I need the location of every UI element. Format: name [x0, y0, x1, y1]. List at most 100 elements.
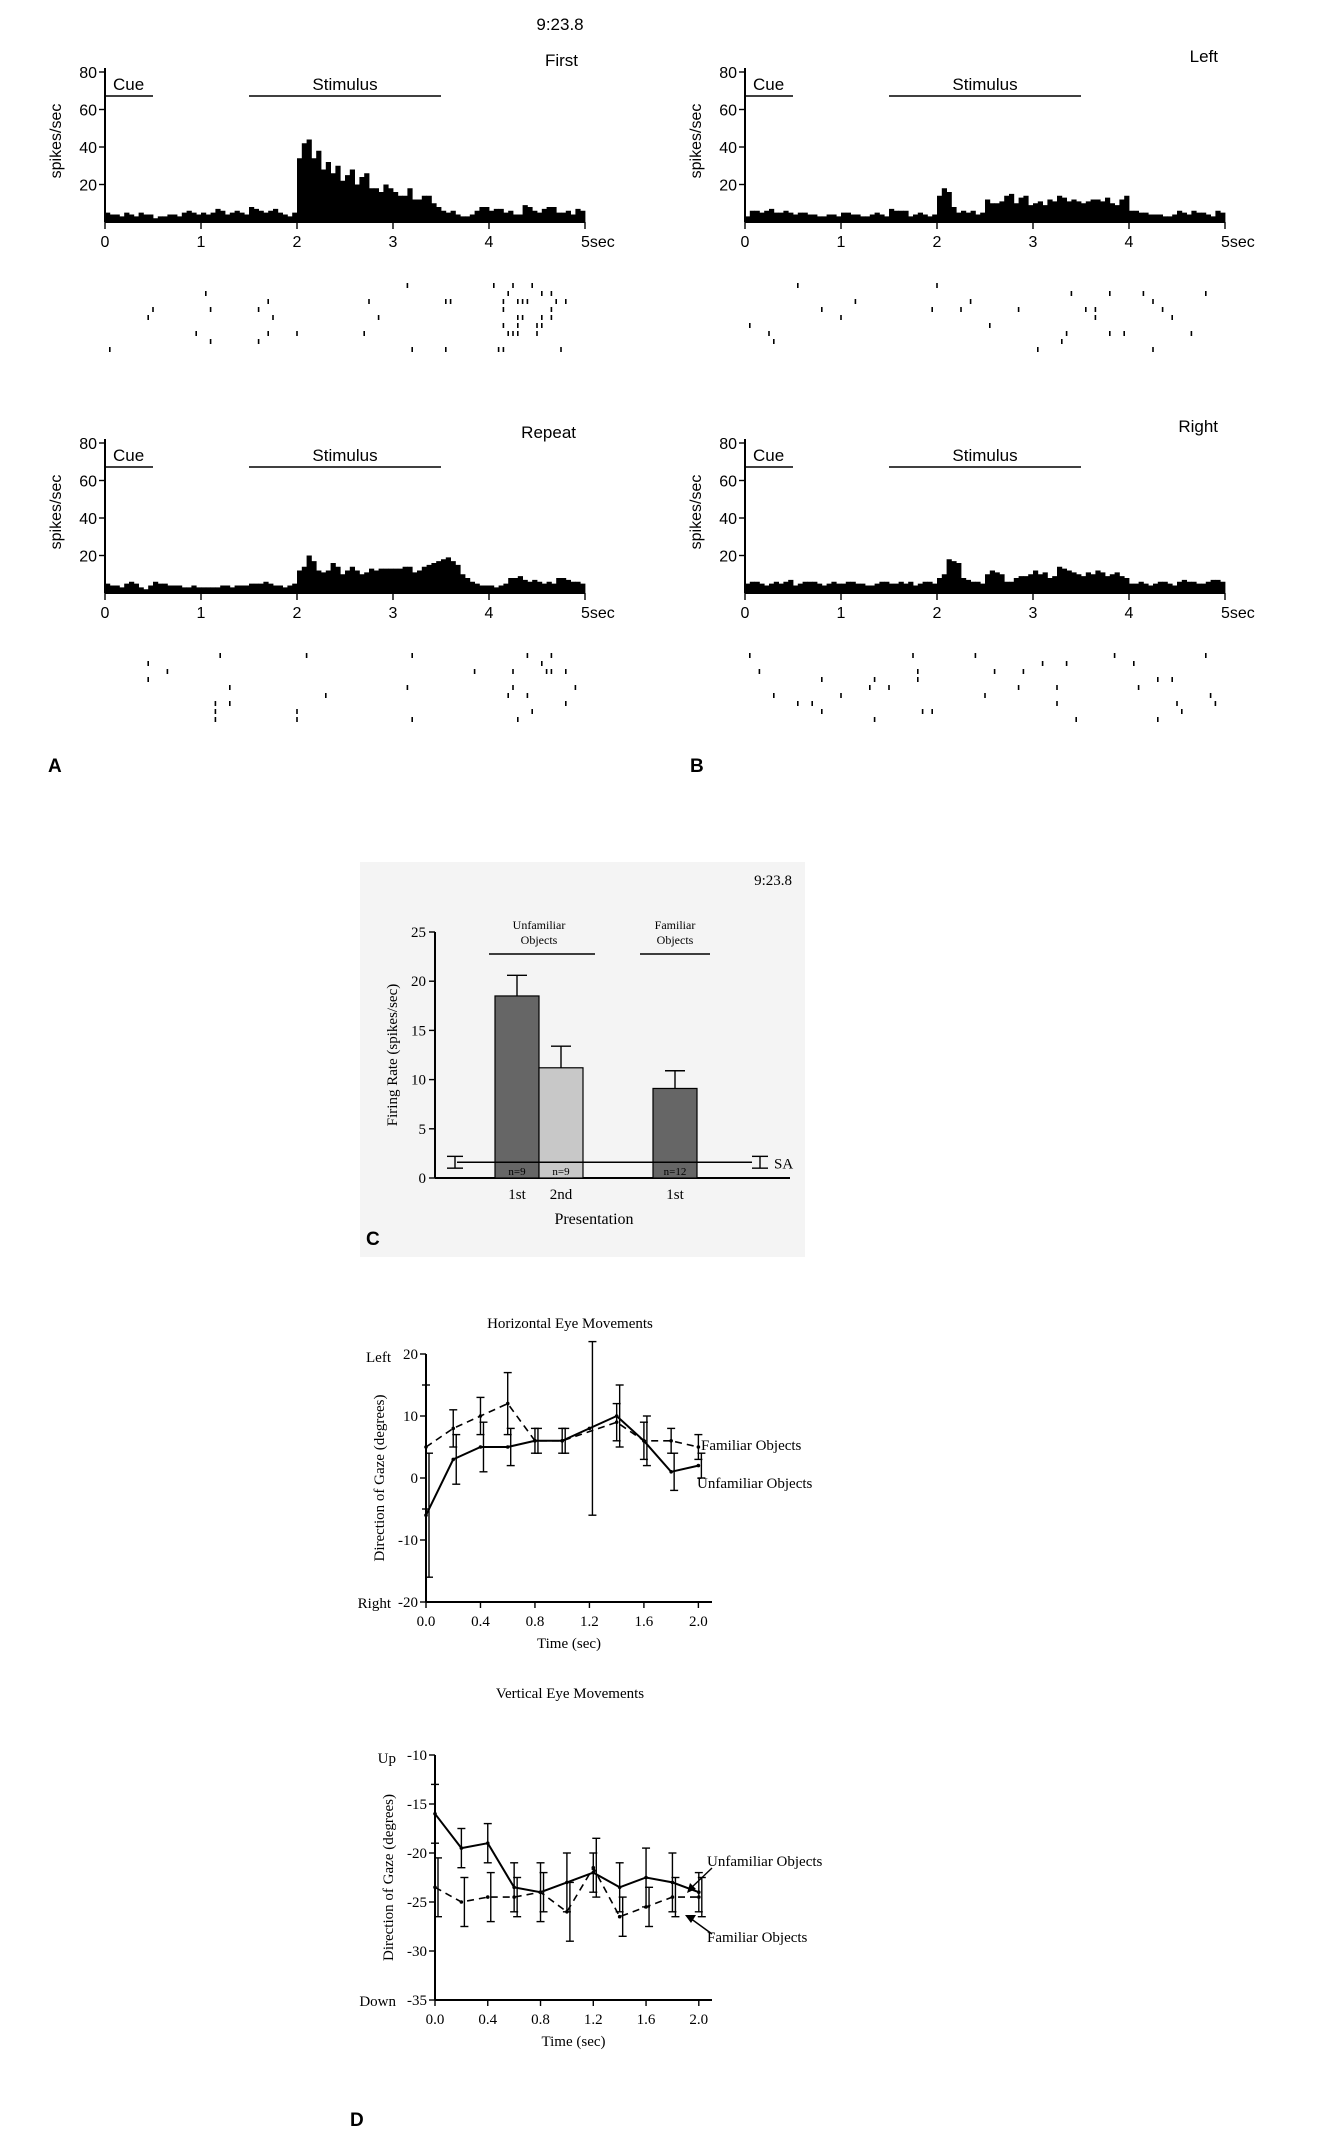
psth-bar [1215, 579, 1221, 594]
x-tick-label: 0 [741, 605, 750, 622]
data-point [533, 1439, 537, 1443]
psth-bar [297, 158, 303, 222]
psth-bar [754, 581, 760, 593]
psth-bar [225, 214, 231, 222]
psth-bar [937, 578, 943, 593]
x-tick-label: 0.0 [426, 2012, 445, 2028]
psth-bar [215, 587, 221, 594]
label-arrow [689, 1867, 713, 1890]
epoch-label: Cue [113, 75, 144, 94]
x-tick-label: 0 [101, 234, 110, 251]
psth-bar [874, 212, 880, 223]
psth-bar [129, 214, 135, 222]
y-tick-label: -25 [407, 1895, 427, 1911]
psth-bar [1172, 214, 1178, 222]
psth-bar [754, 210, 760, 222]
psth-bar [956, 212, 962, 223]
psth-bar [249, 207, 255, 222]
x-tick-label: 2.0 [689, 2012, 708, 2028]
psth-bar [1004, 581, 1010, 593]
psth-bar [489, 585, 495, 593]
psth-bar [903, 210, 909, 222]
psth-bar [1162, 216, 1168, 223]
psth-bar [1085, 572, 1091, 594]
psth-bar [1177, 210, 1183, 222]
x-tick-label: 4 [485, 234, 494, 251]
y-tick-label: 80 [79, 436, 97, 453]
psth-bar [570, 581, 576, 593]
psth-bar [1013, 203, 1019, 222]
psth-bar [551, 583, 557, 594]
psth-bar [565, 579, 571, 594]
psth-bar [1071, 572, 1077, 594]
psth-bar [937, 195, 943, 222]
psth-bar [759, 583, 765, 594]
psth-bar [253, 208, 259, 223]
psth-bar [412, 572, 418, 594]
psth-bar [1081, 576, 1087, 594]
psth-bar [508, 210, 514, 222]
psth-bar [335, 165, 341, 222]
psth-bar [1157, 581, 1163, 593]
psth-bar [479, 207, 485, 222]
psth-bar [917, 212, 923, 223]
psth-bar [359, 177, 365, 222]
psth-bar [817, 583, 823, 594]
psth-bar [1081, 203, 1087, 222]
y-tick-label: 0 [411, 1471, 419, 1487]
x-axis-label: Time (sec) [541, 2034, 605, 2050]
psth-bar [769, 208, 775, 223]
psth-bar [1201, 212, 1207, 223]
psth-bar [773, 581, 779, 593]
psth-bar [961, 578, 967, 593]
psth-bar [292, 583, 298, 594]
psth-bar [961, 210, 967, 222]
category-label: 1st [666, 1187, 684, 1203]
psth-bar [580, 210, 586, 222]
psth-bar [764, 585, 770, 593]
psth-bar [133, 216, 139, 223]
psth-bar [807, 581, 813, 593]
psth-bar [1105, 576, 1111, 594]
psth-bar [1061, 568, 1067, 594]
psth-bar [287, 216, 293, 223]
psth-bar [932, 583, 938, 594]
psth-bar [1157, 214, 1163, 222]
psth-bar [436, 561, 442, 594]
psth-bar [893, 210, 899, 222]
panel-background [360, 862, 805, 1257]
psth-bar [253, 583, 259, 594]
psth-bar [1047, 199, 1053, 222]
y-tick-label: -20 [407, 1846, 427, 1862]
psth-bar [845, 581, 851, 593]
psth-bar [493, 208, 499, 223]
data-point [614, 1414, 619, 1418]
psth-bar [1220, 212, 1226, 223]
psth-bar [1100, 201, 1106, 223]
x-tick-label: 0 [101, 605, 110, 622]
psth-bar [1124, 578, 1130, 593]
panel-label-b: B [690, 756, 704, 777]
x-tick-label: 0.4 [471, 1614, 490, 1630]
psth-bar [903, 583, 909, 594]
epoch-label: Stimulus [952, 75, 1017, 94]
data-point [424, 1513, 428, 1517]
y-axis-label: spikes/sec [688, 104, 705, 179]
psth-bar [546, 207, 552, 222]
psth-bar [522, 579, 528, 594]
x-tick-label: 2 [933, 605, 942, 622]
psth-bar [994, 203, 1000, 222]
psth-bar [1153, 214, 1159, 222]
x-tick-label: 3 [1029, 234, 1038, 251]
psth-bar [908, 216, 914, 223]
rate-bar [538, 1067, 584, 1179]
direction-top-label: Left [366, 1350, 392, 1366]
psth-bar [788, 579, 794, 594]
psth-bar [258, 583, 264, 594]
psth-bar [850, 214, 856, 222]
psth-bar [441, 210, 447, 222]
psth-bar [234, 585, 240, 593]
data-point [485, 1841, 490, 1845]
spike-raster [109, 283, 567, 352]
